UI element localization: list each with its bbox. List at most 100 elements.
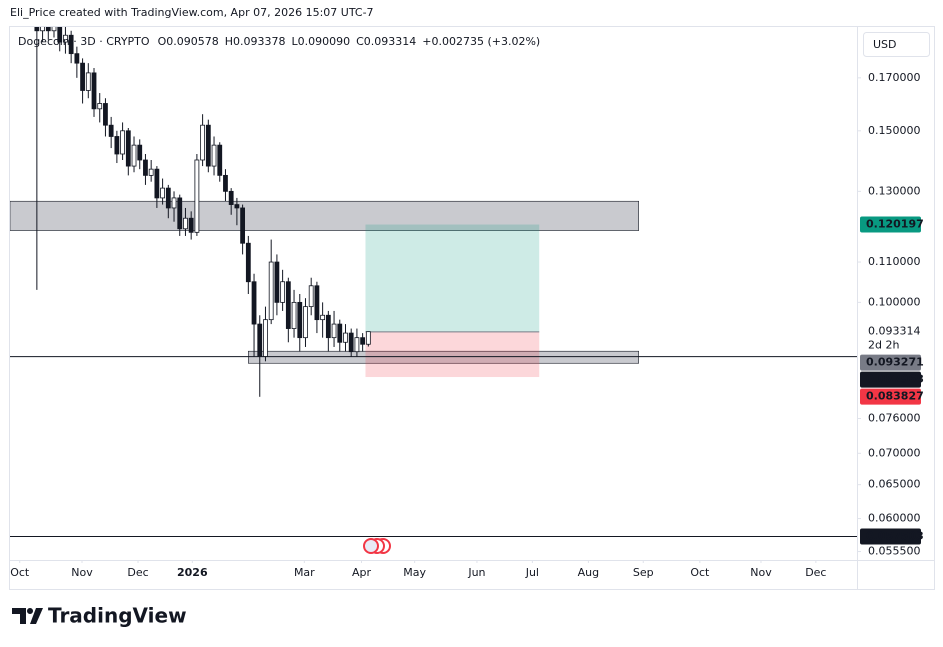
candle-body: [217, 144, 223, 176]
x-tick-label: Apr: [352, 566, 372, 579]
candle-body: [240, 207, 246, 244]
candle-body: [80, 62, 85, 91]
candle-body: [68, 34, 74, 55]
currency[interactable]: USD: [873, 38, 897, 51]
x-tick-label: Jul: [525, 566, 539, 579]
price-label-box: [860, 528, 921, 545]
candle-body: [97, 103, 103, 110]
y-tick-label: 0.100000: [868, 295, 921, 308]
candle-body: [200, 124, 206, 161]
candle-body: [303, 306, 308, 339]
candle-body: [343, 332, 348, 343]
x-tick-label: Sep: [633, 566, 654, 579]
ohlc-value: O0.090578: [158, 35, 219, 48]
brand-logo: TradingView: [12, 604, 187, 628]
attribution: Eli_Price created with TradingView.com, …: [10, 6, 374, 19]
zone: [10, 200, 639, 231]
candle-body: [183, 217, 188, 230]
candle-body: [160, 187, 165, 199]
y-tick-label: 0.130000: [868, 184, 921, 197]
price-label-box: [860, 371, 921, 388]
candle-body: [131, 144, 137, 167]
candle-body: [85, 72, 91, 91]
candle-body: [234, 204, 240, 209]
price-label-box: [860, 388, 921, 405]
legend: Dogecoin · 3D · CRYPTO O0.090578 H0.093378…: [18, 35, 540, 48]
brand: TradingView: [48, 604, 187, 628]
candle-body: [137, 144, 143, 161]
candle-body: [257, 323, 263, 357]
candle-body: [91, 72, 97, 110]
candle-body: [125, 130, 131, 167]
candle-body: [211, 144, 217, 167]
y-tick-label: 0.150000: [868, 124, 921, 137]
currency-button[interactable]: [863, 32, 930, 57]
ohlc-value: L0.090090: [291, 35, 350, 48]
candle-body: [320, 314, 326, 321]
candle-body: [274, 261, 280, 303]
y-tick-label: 0.110000: [868, 255, 921, 268]
x-tick-label: 2026: [177, 566, 208, 579]
candle-body: [365, 331, 371, 345]
candle-body: [148, 168, 154, 176]
y-tick-label: 0.070000: [868, 446, 921, 459]
y-tick-label: 0.055500: [868, 545, 921, 558]
candle-body: [263, 319, 268, 357]
candle-body: [308, 285, 314, 308]
candle-body: [171, 197, 177, 209]
candle-body: [314, 285, 320, 321]
y-tick-label: 0.060000: [868, 512, 921, 525]
candle-body: [40, 27, 45, 32]
candle-body: [348, 332, 354, 353]
candle-body: [285, 281, 291, 329]
candle-body: [120, 130, 125, 155]
y-tick-label: 0.076000: [868, 412, 921, 425]
candle-body: [297, 301, 303, 339]
candle-body: [268, 261, 274, 321]
candle-body: [108, 124, 114, 137]
price-label: 0.083827: [866, 390, 924, 403]
zone: [248, 350, 639, 364]
x-tick-label: Nov: [71, 566, 93, 579]
profit-zone: [365, 224, 540, 332]
x-tick-label: Dec: [805, 566, 826, 579]
x-tick-label: Mar: [294, 566, 315, 579]
candle-body: [251, 281, 257, 325]
chart-frame: [9, 26, 935, 590]
candle-body: [337, 323, 343, 343]
x-tick-label: Aug: [578, 566, 599, 579]
x-tick-label: Dec: [127, 566, 148, 579]
price-label-box: [860, 354, 921, 371]
price-label: 0.093271: [866, 356, 924, 369]
candle-body: [114, 136, 120, 155]
candle-body: [34, 27, 40, 32]
stop-zone: [365, 331, 540, 378]
candle-body: [57, 27, 63, 43]
candle-body: [154, 168, 160, 199]
candle-body: [354, 337, 360, 353]
candle-body: [188, 217, 194, 233]
countdown: 2d 2h: [868, 339, 899, 352]
event-icon[interactable]: [363, 538, 379, 554]
candle-body: [291, 301, 297, 329]
logo-mark: [12, 608, 43, 624]
candle-body: [280, 281, 286, 303]
candle-body: [51, 27, 57, 32]
candle-body: [205, 124, 211, 167]
candle-body: [45, 27, 51, 32]
ohlc-value: +0.002735 (+3.02%): [422, 35, 540, 48]
event-icons: [363, 538, 391, 554]
x-tick-label: Oct: [10, 566, 30, 579]
candle-body: [103, 103, 108, 126]
candle-body: [74, 53, 80, 64]
x-tick-label: Jun: [467, 566, 485, 579]
candle-body: [228, 190, 234, 205]
y-tick-label: 0.065000: [868, 478, 921, 491]
candle-body: [143, 159, 148, 176]
x-tick-label: May: [403, 566, 426, 579]
y-tick-label: 0.170000: [868, 71, 921, 84]
last-price: 0.093314: [868, 325, 921, 338]
candle-body: [194, 159, 200, 233]
candle-body: [165, 187, 171, 209]
